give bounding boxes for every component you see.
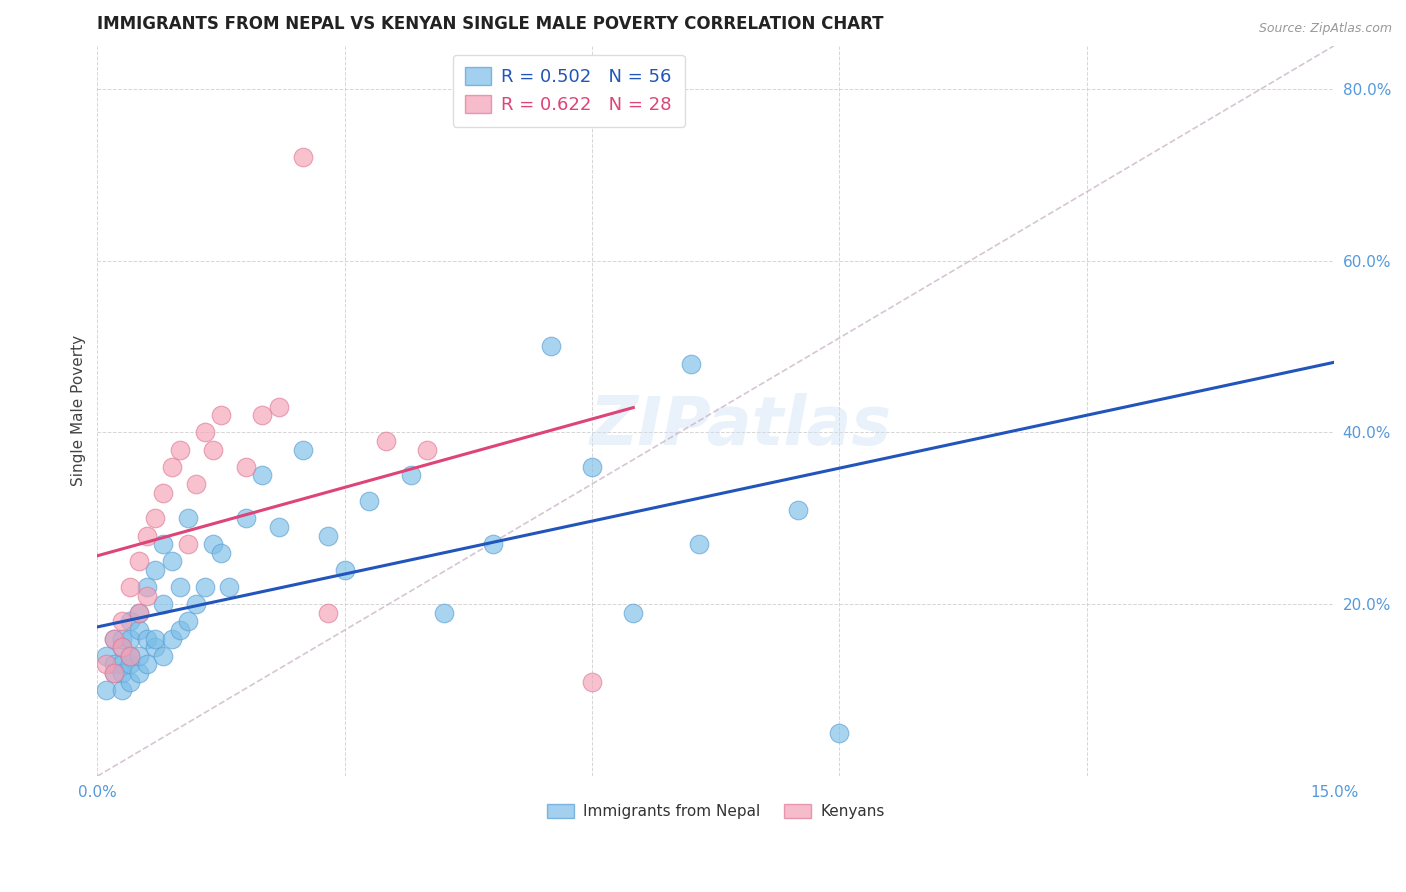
Point	[209, 408, 232, 422]
Point	[135, 632, 157, 646]
Point	[120, 632, 142, 646]
Text: ZIPatlas: ZIPatlas	[589, 392, 891, 458]
Point	[621, 606, 644, 620]
Point	[120, 580, 142, 594]
Point	[120, 615, 142, 629]
Point	[177, 511, 200, 525]
Point	[186, 597, 208, 611]
Point	[152, 537, 174, 551]
Legend: Immigrants from Nepal, Kenyans: Immigrants from Nepal, Kenyans	[538, 797, 893, 827]
Point	[169, 442, 191, 457]
Point	[143, 511, 166, 525]
Y-axis label: Single Male Poverty: Single Male Poverty	[72, 335, 86, 486]
Point	[128, 648, 150, 663]
Point	[111, 640, 134, 655]
Point	[186, 477, 208, 491]
Point	[169, 623, 191, 637]
Point	[193, 425, 215, 440]
Point	[267, 520, 290, 534]
Point	[143, 632, 166, 646]
Point	[787, 502, 810, 516]
Point	[111, 666, 134, 681]
Point	[128, 623, 150, 637]
Point	[103, 632, 125, 646]
Point	[333, 563, 356, 577]
Point	[482, 537, 505, 551]
Point	[399, 468, 422, 483]
Point	[292, 150, 315, 164]
Point	[235, 511, 257, 525]
Point	[359, 494, 381, 508]
Point	[111, 657, 134, 672]
Point	[111, 640, 134, 655]
Point	[209, 546, 232, 560]
Point	[120, 648, 142, 663]
Point	[128, 606, 150, 620]
Point	[235, 459, 257, 474]
Point	[688, 537, 710, 551]
Point	[152, 485, 174, 500]
Point	[316, 528, 339, 542]
Point	[177, 537, 200, 551]
Point	[143, 640, 166, 655]
Text: Source: ZipAtlas.com: Source: ZipAtlas.com	[1258, 22, 1392, 36]
Point	[120, 674, 142, 689]
Point	[160, 554, 183, 568]
Text: IMMIGRANTS FROM NEPAL VS KENYAN SINGLE MALE POVERTY CORRELATION CHART: IMMIGRANTS FROM NEPAL VS KENYAN SINGLE M…	[97, 15, 884, 33]
Point	[152, 648, 174, 663]
Point	[103, 666, 125, 681]
Point	[201, 442, 224, 457]
Point	[160, 459, 183, 474]
Point	[103, 666, 125, 681]
Point	[111, 683, 134, 698]
Point	[292, 442, 315, 457]
Point	[316, 606, 339, 620]
Point	[111, 632, 134, 646]
Point	[177, 615, 200, 629]
Point	[267, 400, 290, 414]
Point	[416, 442, 439, 457]
Point	[94, 648, 117, 663]
Point	[135, 657, 157, 672]
Point	[679, 357, 702, 371]
Point	[152, 597, 174, 611]
Point	[120, 657, 142, 672]
Point	[111, 615, 134, 629]
Point	[120, 648, 142, 663]
Point	[433, 606, 456, 620]
Point	[218, 580, 240, 594]
Point	[252, 468, 274, 483]
Point	[374, 434, 396, 448]
Point	[828, 726, 851, 740]
Point	[128, 606, 150, 620]
Point	[94, 683, 117, 698]
Point	[540, 339, 562, 353]
Point	[135, 528, 157, 542]
Point	[103, 632, 125, 646]
Point	[128, 666, 150, 681]
Point	[193, 580, 215, 594]
Point	[135, 580, 157, 594]
Point	[135, 589, 157, 603]
Point	[581, 674, 603, 689]
Point	[160, 632, 183, 646]
Point	[201, 537, 224, 551]
Point	[128, 554, 150, 568]
Point	[169, 580, 191, 594]
Point	[252, 408, 274, 422]
Point	[94, 657, 117, 672]
Point	[143, 563, 166, 577]
Point	[103, 657, 125, 672]
Point	[581, 459, 603, 474]
